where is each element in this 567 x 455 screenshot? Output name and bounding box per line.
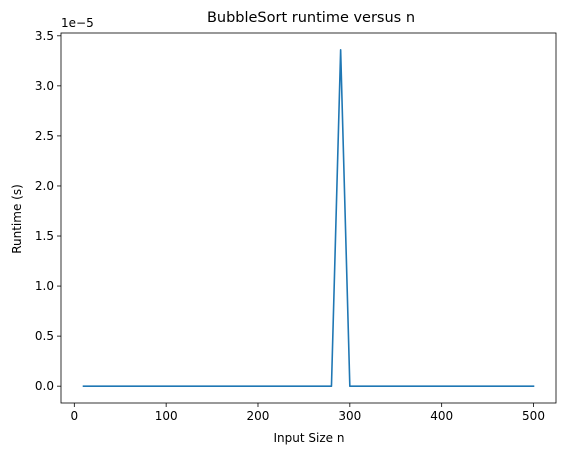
x-axis-label: Input Size n	[274, 431, 345, 445]
y-tick-label: 3.5	[35, 29, 54, 43]
x-tick-label: 300	[338, 409, 361, 423]
x-tick-label: 100	[155, 409, 178, 423]
x-tick-label: 400	[430, 409, 453, 423]
y-tick-label: 2.5	[35, 129, 54, 143]
y-tick-label: 0.5	[35, 329, 54, 343]
y-axis-offset-label: 1e−5	[61, 16, 94, 30]
y-axis-label: Runtime (s)	[10, 184, 24, 254]
plot-area	[61, 33, 556, 403]
x-tick-label: 500	[522, 409, 545, 423]
x-tick-label: 0	[70, 409, 78, 423]
chart-title: BubbleSort runtime versus n	[207, 10, 415, 26]
y-tick-label: 1.5	[35, 229, 54, 243]
y-tick-label: 0.0	[35, 379, 54, 393]
x-tick-label: 200	[247, 409, 270, 423]
y-tick-label: 3.0	[35, 79, 54, 93]
y-tick-label: 2.0	[35, 179, 54, 193]
y-tick-label: 1.0	[35, 279, 54, 293]
plot-background	[61, 33, 556, 403]
